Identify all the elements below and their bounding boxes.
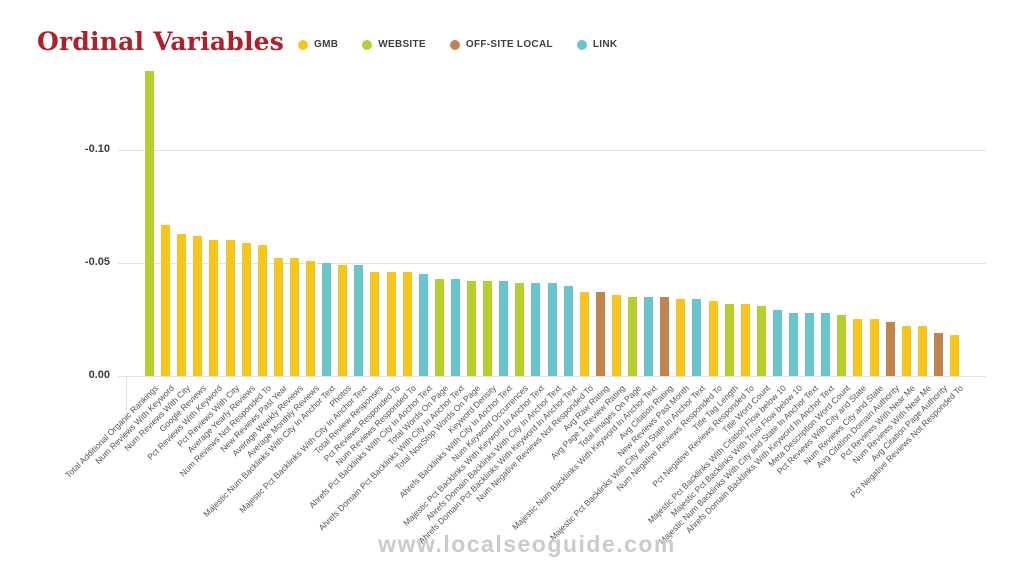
bar <box>515 283 524 376</box>
bar <box>403 272 412 376</box>
bar <box>435 279 444 376</box>
legend-label: WEBSITE <box>378 39 426 50</box>
bar <box>322 263 331 376</box>
bar <box>226 240 235 376</box>
bar <box>467 281 476 376</box>
bar <box>676 299 685 376</box>
watermark: www.localseoguide.com <box>378 531 676 557</box>
bar <box>870 319 879 376</box>
bar <box>145 71 154 376</box>
bar <box>902 326 911 376</box>
bar <box>354 265 363 376</box>
bar <box>274 258 283 376</box>
axis-stub <box>126 376 127 443</box>
bar <box>773 310 782 376</box>
bar <box>950 335 959 376</box>
bar <box>483 281 492 376</box>
bar <box>660 297 669 376</box>
legend-label: GMB <box>314 39 339 50</box>
chart-title: Ordinal Variables <box>37 27 285 56</box>
bar <box>644 297 653 376</box>
bar <box>338 265 347 376</box>
bar <box>580 292 589 376</box>
bar <box>161 225 170 376</box>
bar <box>853 319 862 376</box>
bar <box>757 306 766 376</box>
bar <box>612 295 621 376</box>
y-axis-tick-label: -0.05 <box>84 256 110 268</box>
bar <box>789 313 798 376</box>
bar <box>387 272 396 376</box>
bar <box>531 283 540 376</box>
bar <box>692 299 701 376</box>
legend-item-website: WEBSITE <box>362 39 426 50</box>
bar <box>741 304 750 376</box>
bar <box>290 258 299 376</box>
bar <box>934 333 943 376</box>
bar <box>548 283 557 376</box>
y-axis-tick-label: 0.00 <box>88 369 110 381</box>
legend-item-link: LINK <box>576 39 618 50</box>
bar <box>628 297 637 376</box>
bar <box>564 286 573 376</box>
bar <box>370 272 379 376</box>
legend: GMB WEBSITE OFF-SITE LOCAL LINK <box>298 39 617 50</box>
gridline <box>118 376 986 377</box>
y-axis-tick-label: -0.10 <box>84 143 110 155</box>
bar <box>306 261 315 376</box>
legend-label: OFF-SITE LOCAL <box>465 39 553 50</box>
gridline <box>118 150 986 151</box>
off-site-local-swatch-icon <box>449 39 460 50</box>
bar <box>837 315 846 376</box>
bar <box>918 326 927 376</box>
bar <box>419 274 428 376</box>
bar <box>886 322 895 376</box>
legend-label: LINK <box>592 39 618 50</box>
bar <box>177 234 186 376</box>
bar <box>821 313 830 376</box>
bar <box>193 236 202 376</box>
gridline <box>118 263 986 264</box>
bar <box>242 243 251 376</box>
bar <box>451 279 460 376</box>
bar <box>209 240 218 376</box>
legend-item-gmb: GMB <box>298 39 338 50</box>
bar <box>258 245 267 376</box>
bar <box>725 304 734 376</box>
bar <box>499 281 508 376</box>
website-swatch-icon <box>362 39 373 50</box>
gmb-swatch-icon <box>298 39 308 50</box>
bar <box>596 292 605 376</box>
bar <box>709 301 718 376</box>
bar <box>805 313 814 376</box>
link-swatch-icon <box>576 39 587 50</box>
legend-item-off-site-local: OFF-SITE LOCAL <box>449 39 553 50</box>
